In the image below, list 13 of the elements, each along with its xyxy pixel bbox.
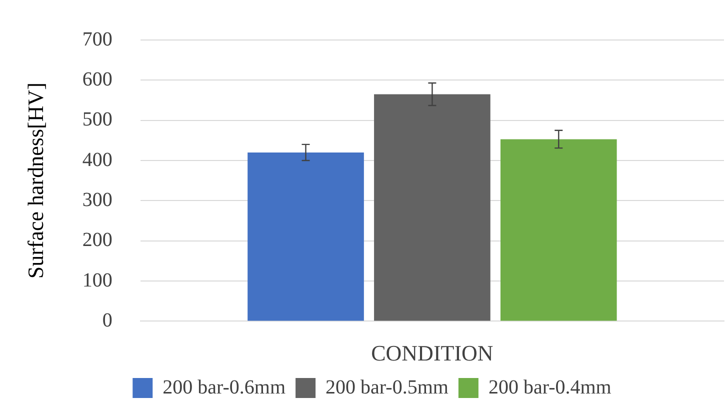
y-tick-label: 200 [82, 229, 112, 252]
y-axis-title: Surface hardness[HV] [22, 82, 48, 279]
y-tick-label: 500 [82, 108, 112, 131]
y-tick-label: 300 [82, 188, 112, 211]
y-tick-label: 400 [82, 148, 112, 171]
x-axis-title: CONDITION [371, 340, 494, 366]
y-tick-label: 700 [82, 28, 112, 50]
legend-label: 200 bar-0.5mm [326, 376, 449, 398]
legend-label: 200 bar-0.6mm [162, 376, 286, 398]
legend-label: 200 bar-0.4mm [488, 376, 612, 398]
y-tick-label: 0 [102, 309, 112, 332]
y-tick-label: 600 [82, 68, 112, 90]
y-tick-label: 100 [82, 269, 112, 292]
